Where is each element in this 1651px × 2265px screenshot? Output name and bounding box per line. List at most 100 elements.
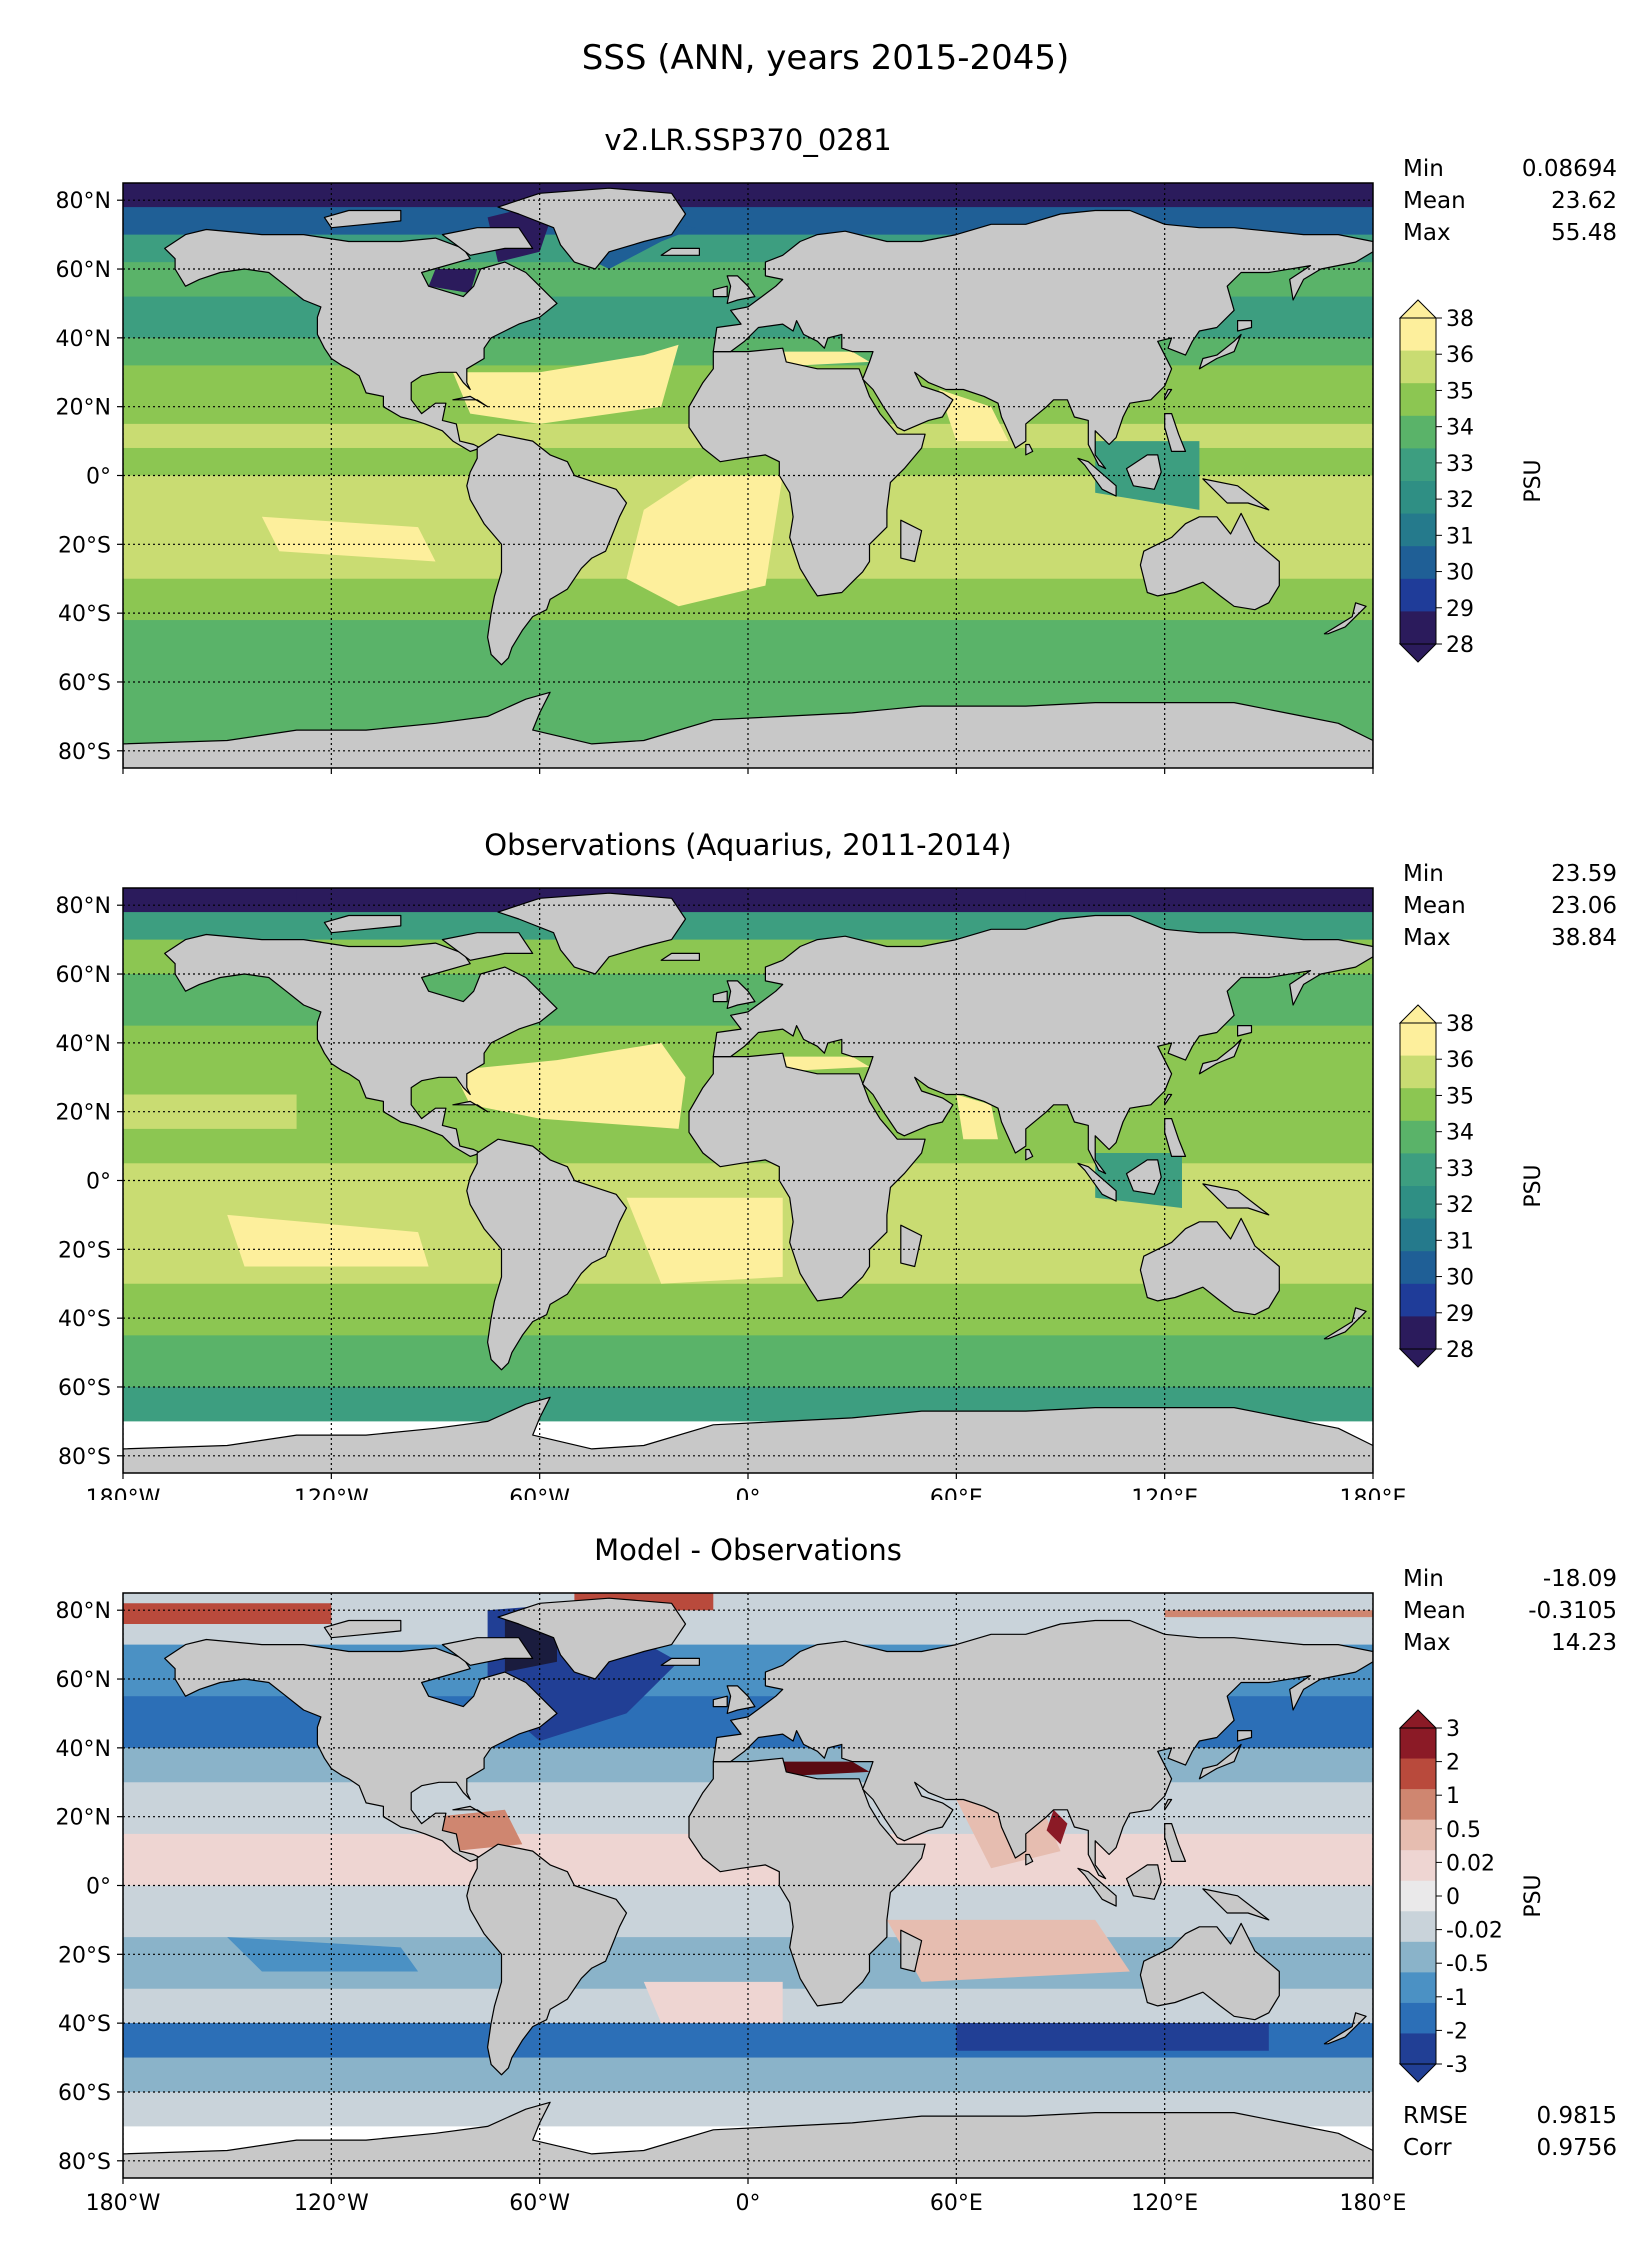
landmass	[900, 1224, 923, 1268]
landmass	[1025, 443, 1034, 456]
landmass	[1164, 1822, 1187, 1863]
landmass	[712, 1695, 728, 1708]
lat-tick-label: 40°N	[56, 1032, 111, 1057]
landmass	[164, 1638, 558, 1863]
field-band	[123, 2057, 1373, 2093]
landmass	[466, 1843, 628, 2076]
lon-tick-label: 60°E	[930, 1486, 983, 1500]
lon-tick-label: 120°W	[294, 2191, 369, 2216]
colorbar-segment	[1400, 1055, 1436, 1089]
landmass	[1323, 602, 1367, 635]
landmass	[1323, 2012, 1367, 2045]
stat-value: 23.62	[1551, 188, 1617, 214]
stat-value: -18.09	[1542, 1566, 1617, 1592]
landmass	[900, 519, 923, 563]
landmass	[1236, 320, 1253, 332]
colorbar-segment	[1400, 578, 1436, 612]
lat-tick-label: 80°N	[56, 1599, 111, 1624]
stat-value: 0.9815	[1536, 2103, 1617, 2129]
lat-tick-label: 40°S	[58, 1307, 111, 1332]
map-field	[123, 183, 1373, 768]
colorbar-segment	[1400, 383, 1436, 417]
field-region	[123, 183, 1373, 201]
panel-title: v2.LR.SSP370_0281	[604, 123, 892, 157]
lat-tick-label: 0°	[86, 1170, 111, 1195]
colorbar-segment	[1400, 1972, 1436, 2004]
field-region	[227, 1937, 419, 1972]
lat-tick-label: 20°N	[56, 1806, 111, 1831]
lon-tick-label: 120°E	[1131, 1486, 1198, 1500]
colorbar-tick-label: 29	[1446, 597, 1474, 622]
colorbar-segment	[1400, 1316, 1436, 1350]
colorbar-segment	[1400, 546, 1436, 580]
landmass	[900, 1929, 923, 1973]
landmass	[712, 990, 728, 1003]
colorbar-segment	[1400, 318, 1436, 352]
colorbar-segment	[1400, 1153, 1436, 1187]
colorbar-segment	[1400, 1758, 1436, 1790]
map-field	[123, 1593, 1373, 2178]
lat-tick-label: 20°S	[58, 1238, 111, 1263]
field-region	[643, 1981, 783, 2024]
lat-tick-label: 40°S	[58, 602, 111, 627]
lat-tick-label: 60°S	[58, 2081, 111, 2106]
lat-tick-label: 40°N	[56, 327, 111, 352]
colorbar-label: PSU	[1521, 1164, 1546, 1207]
landmass	[441, 1637, 534, 1666]
lon-tick-label: 180°E	[1340, 2191, 1407, 2216]
stats-box: Min 0.08694 Mean 23.62 Max 55.48	[1403, 153, 1617, 249]
landmass	[1125, 1159, 1162, 1195]
stat-value: 14.23	[1551, 1630, 1617, 1656]
colorbar-tick-label: 38	[1446, 307, 1474, 332]
lon-tick-label: 60°E	[930, 2191, 983, 2216]
colorbar-tick-label: 33	[1446, 452, 1474, 477]
landmass	[726, 980, 756, 1010]
field-region	[428, 269, 478, 294]
colorbar-frame	[1399, 317, 1437, 645]
lon-tick-label: 180°W	[86, 2191, 161, 2216]
field-region	[886, 1919, 1130, 1982]
lat-tick-label: 60°N	[56, 1668, 111, 1693]
colorbar-tick-label: 30	[1446, 1266, 1474, 1291]
landmass	[452, 395, 489, 408]
colorbar-segment	[1400, 513, 1436, 547]
landmass	[1077, 1162, 1117, 1202]
lon-tick-label: 180°E	[1340, 1486, 1407, 1500]
landmass	[1025, 1148, 1034, 1161]
colorbar-segment	[1400, 1789, 1436, 1821]
colorbar-segment	[1400, 1880, 1436, 1912]
landmass	[441, 227, 534, 256]
field-region	[123, 1603, 332, 1624]
field-region	[227, 1214, 429, 1267]
landmass	[1236, 1024, 1253, 1037]
colorbar-segment	[1400, 1120, 1436, 1154]
lon-tick-label: 0°	[736, 2191, 761, 2216]
colorbar-tick-label: 29	[1446, 1302, 1474, 1327]
stat-value: 0.9756	[1536, 2135, 1617, 2161]
colorbar-segment	[1400, 1283, 1436, 1317]
field-region	[123, 888, 297, 906]
landmass	[660, 1657, 701, 1666]
landmass	[712, 285, 728, 298]
colorbar-tick-label: 34	[1446, 1121, 1474, 1146]
landmass	[497, 187, 687, 270]
landmass	[688, 1757, 926, 2007]
colorbar-tick-label: 30	[1446, 561, 1474, 586]
landmass	[712, 1619, 1373, 1880]
figure-title: SSS (ANN, years 2015-2045)	[581, 38, 1070, 78]
landmass	[1198, 333, 1242, 370]
panel-title: Model - Observations	[594, 1533, 902, 1567]
colorbar-tick-label: 3	[1446, 1717, 1460, 1742]
colorbar-tick-label: 28	[1446, 633, 1474, 658]
map-panel-observations: 80°N 60°N 40°N 20°N 0° 20°S 40°S 60°S 80°S 180°W 1…	[56, 887, 1407, 1500]
landmass	[1077, 457, 1117, 497]
landmass	[1125, 1864, 1162, 1900]
colorbar-segment	[1400, 1218, 1436, 1252]
field-region	[1025, 888, 1373, 906]
stats-box: Min 23.59 Mean 23.06 Max 38.84	[1403, 858, 1617, 954]
colorbar-label: PSU	[1521, 1874, 1546, 1917]
stat-label: Corr	[1403, 2135, 1452, 2161]
colorbar-tick-label: 1	[1446, 1784, 1460, 1809]
landmass	[688, 1052, 926, 1302]
colorbar-segment	[1400, 481, 1436, 515]
